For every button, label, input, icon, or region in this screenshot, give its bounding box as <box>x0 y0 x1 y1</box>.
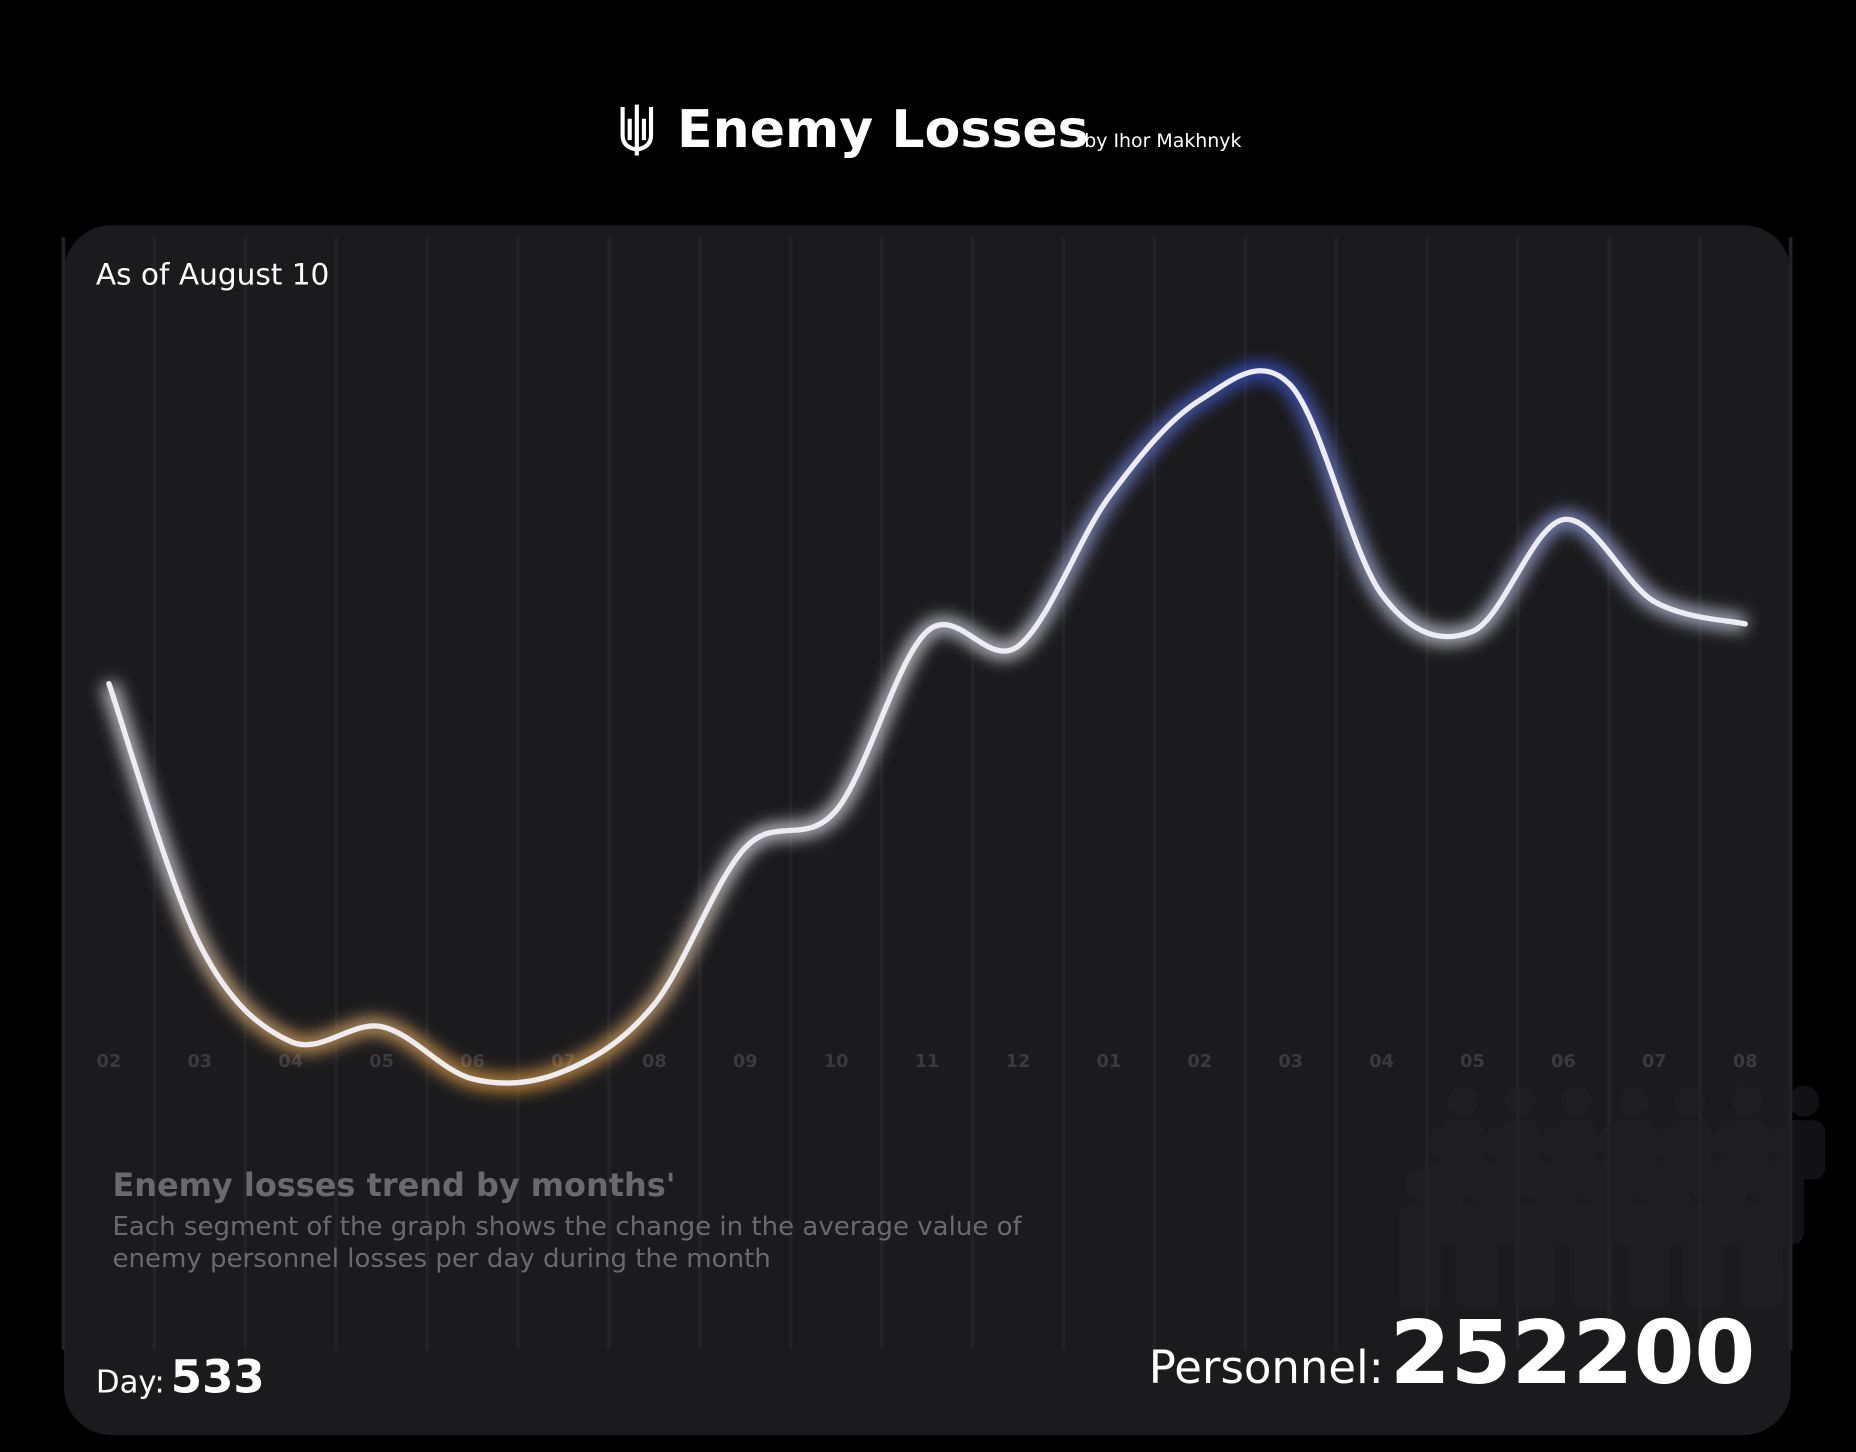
trident-icon <box>620 104 654 156</box>
x-tick-label: 04 <box>278 1052 303 1072</box>
x-tick-label: 03 <box>187 1052 212 1072</box>
person-body <box>1590 1161 1634 1245</box>
person-head <box>1731 1085 1763 1117</box>
day-label: Day: <box>96 1364 165 1400</box>
person-body <box>1441 1120 1485 1180</box>
x-tick-label: 10 <box>824 1052 849 1072</box>
x-tick-label: 03 <box>1278 1052 1303 1072</box>
header-byline: by Ihor Makhnyk <box>1084 130 1241 152</box>
person-body <box>1612 1120 1655 1180</box>
day-counter: Day: 533 <box>96 1350 265 1403</box>
x-tick-label: 06 <box>460 1052 485 1072</box>
chart-description: Each segment of the graph shows the chan… <box>112 1212 1022 1242</box>
person-head <box>1674 1085 1706 1117</box>
x-tick-label: 05 <box>1460 1052 1485 1072</box>
personnel-counter: Personnel: 252200 <box>1149 1302 1756 1404</box>
date-label: As of August 10 <box>96 257 330 291</box>
person-body <box>1782 1120 1826 1180</box>
person-body <box>1725 1120 1769 1180</box>
personnel-label: Personnel: <box>1149 1341 1384 1394</box>
chart-title: Enemy losses trend by months' <box>112 1166 675 1204</box>
x-tick-label: 06 <box>1551 1052 1576 1072</box>
person-body <box>1761 1161 1804 1245</box>
person-head <box>1788 1085 1820 1117</box>
person-body <box>1498 1120 1542 1180</box>
chart-description: enemy personnel losses per day during th… <box>112 1244 770 1274</box>
x-tick-label: 11 <box>915 1052 940 1072</box>
x-tick-label: 02 <box>97 1052 122 1072</box>
line <box>106 368 1748 1086</box>
person-body <box>1555 1120 1598 1180</box>
day-value: 533 <box>171 1350 265 1403</box>
person-body <box>1704 1161 1748 1245</box>
x-tick-label: 12 <box>1006 1052 1031 1072</box>
person-body <box>1477 1161 1520 1245</box>
person-body <box>1534 1161 1577 1245</box>
x-tick-label: 04 <box>1369 1052 1394 1072</box>
person-head <box>1618 1085 1649 1117</box>
x-tick-label: 07 <box>1642 1052 1667 1072</box>
x-tick-label: 09 <box>733 1052 758 1072</box>
person-body <box>1647 1161 1691 1245</box>
x-tick-label: 08 <box>642 1052 667 1072</box>
x-tick-label: 08 <box>1733 1052 1758 1072</box>
x-tick-label: 05 <box>369 1052 394 1072</box>
person-body <box>1420 1161 1464 1245</box>
x-tick-label: 02 <box>1187 1052 1212 1072</box>
x-tick-label: 01 <box>1097 1052 1122 1072</box>
person-head <box>1447 1085 1479 1117</box>
person-head <box>1504 1085 1536 1117</box>
person-body <box>1668 1120 1712 1180</box>
personnel-value: 252200 <box>1390 1302 1756 1404</box>
header-title: Enemy Losses <box>677 100 1089 160</box>
person-head <box>1561 1085 1593 1117</box>
